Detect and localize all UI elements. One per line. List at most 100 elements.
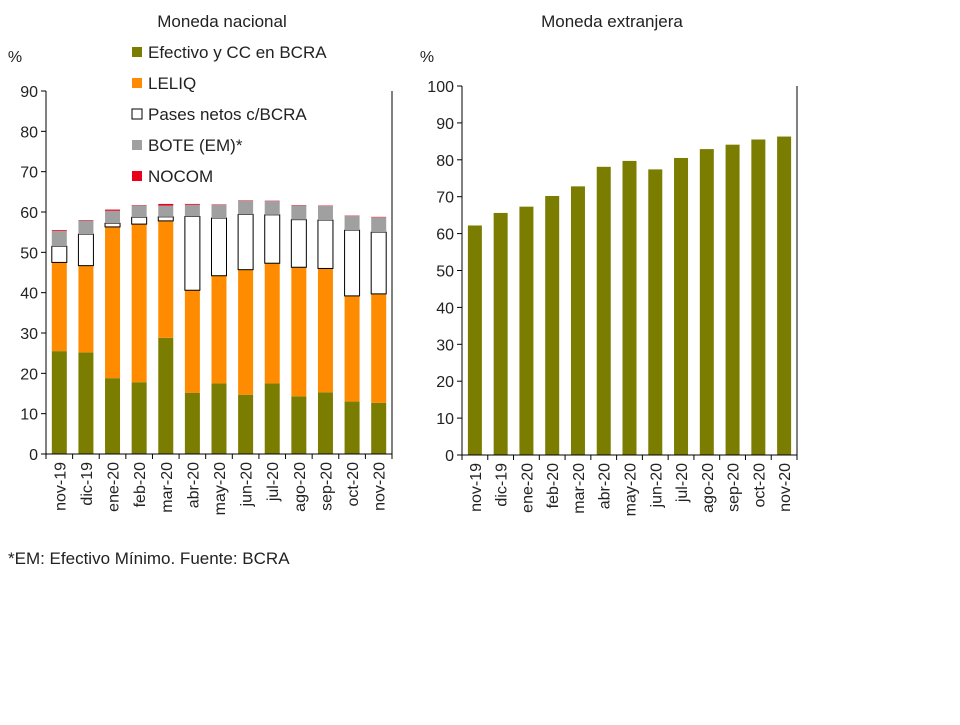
extranjera-x-tick-label: nov-19 [468,463,485,512]
extranjera-y-tick-label: 10 [436,411,454,428]
extranjera-x-tick-label: nov-20 [777,463,794,512]
legend-label-0: Efectivo y CC en BCRA [148,43,327,62]
extranjera-y-tick-label: 90 [436,116,454,133]
nacional-bar-ago-20-s3 [291,206,306,220]
nacional-bar-nov-19-s2 [52,246,67,262]
nacional-y-tick-label: 30 [20,326,38,343]
nacional-bar-jun-20-s0 [238,395,253,454]
extranjera-x-tick-label: ago-20 [700,463,717,513]
extranjera-bar-feb-20-s0 [545,196,559,455]
nacional-bar-ago-20-s2 [291,220,306,268]
extranjera-x-tick-label: abr-20 [597,463,614,509]
nacional-bar-nov-20-s2 [371,232,386,294]
nacional-bar-dic-19-s2 [78,234,93,265]
nacional-bar-ene-20-s1 [105,227,120,378]
nacional-x-tick-label: abr-20 [185,462,202,508]
nacional-bar-ene-20-s4 [105,210,120,211]
extranjera-bar-jun-20-s0 [648,169,662,455]
legend-swatch-2 [132,109,142,119]
nacional-bar-nov-19-s4 [52,230,67,231]
legend-label-4: NOCOM [148,167,213,186]
nacional-y-tick-label: 80 [20,124,38,141]
nacional-bar-mar-20-s3 [158,206,173,217]
nacional-bar-feb-20-s3 [132,206,147,218]
extranjera-y-tick-label: 20 [436,374,454,391]
extranjera-bar-sep-20-s0 [726,145,740,455]
extranjera-x-tick-label: jun-20 [648,463,665,509]
nacional-bar-sep-20-s3 [318,206,333,220]
nacional-bar-jul-20-s3 [265,201,280,215]
nacional-bar-feb-20-s1 [132,224,147,382]
nacional-bar-jul-20-s2 [265,215,280,263]
extranjera-y-tick-label: 30 [436,337,454,354]
extranjera-bar-nov-19-s0 [468,225,482,455]
nacional-bar-ene-20-s3 [105,211,120,224]
nacional-bar-nov-20-s0 [371,403,386,454]
legend-swatch-4 [132,171,142,181]
extranjera-bar-nov-20-s0 [777,137,791,455]
nacional-y-tick-label: 10 [20,407,38,424]
extranjera-y-tick-label: 80 [436,153,454,170]
nacional-bar-ago-20-s1 [291,267,306,396]
nacional-y-tick-label: 60 [20,205,38,222]
nacional-bar-ene-20-s0 [105,378,120,454]
nacional-y-tick-label: 70 [20,165,38,182]
nacional-y-unit-label: % [8,49,22,66]
extranjera-x-tick-label: oct-20 [751,463,768,508]
nacional-y-tick-label: 20 [20,366,38,383]
extranjera-x-tick-label: may-20 [623,463,640,516]
nacional-y-tick-label: 0 [29,447,38,464]
nacional-bar-dic-19-s3 [78,220,93,234]
nacional-bar-may-20-s3 [212,205,227,218]
extranjera-y-tick-label: 50 [436,264,454,281]
nacional-x-tick-label: oct-20 [345,462,362,507]
legend-label-1: LELIQ [148,74,196,93]
nacional-y-tick-label: 40 [20,286,38,303]
nacional-y-tick-label: 90 [20,84,38,101]
legend-swatch-0 [132,47,142,57]
extranjera-x-tick-label: mar-20 [571,463,588,514]
nacional-bar-feb-20-s0 [132,382,147,454]
nacional-x-tick-label: may-20 [212,462,229,515]
nacional-bar-jun-20-s1 [238,270,253,395]
nacional-bar-nov-19-s0 [52,351,67,454]
nacional-bar-may-20-s2 [212,218,227,276]
extranjera-x-tick-label: jul-20 [674,463,691,503]
nacional-bar-dic-19-s1 [78,266,93,353]
nacional-bar-mar-20-s2 [158,217,173,221]
nacional-x-tick-label: ago-20 [292,462,309,512]
nacional-bar-mar-20-s4 [158,204,173,206]
nacional-x-tick-label: dic-19 [79,462,96,506]
extranjera-y-unit-label: % [420,49,434,66]
nacional-bar-abr-20-s4 [185,204,200,205]
extranjera-chart-title: Moneda extranjera [541,12,683,31]
extranjera-bar-ene-20-s0 [519,207,533,455]
nacional-bar-dic-19-s0 [78,352,93,454]
nacional-bar-may-20-s0 [212,383,227,454]
extranjera-x-tick-label: sep-20 [726,463,743,512]
nacional-bar-sep-20-s2 [318,220,333,268]
nacional-bar-sep-20-s1 [318,268,333,392]
extranjera-y-tick-label: 100 [427,79,454,96]
nacional-x-tick-label: ene-20 [106,462,123,512]
nacional-bar-jun-20-s2 [238,214,253,269]
nacional-bar-jun-20-s3 [238,201,253,215]
nacional-bar-abr-20-s3 [185,205,200,217]
extranjera-bar-oct-20-s0 [751,140,765,455]
nacional-bar-feb-20-s2 [132,217,147,224]
nacional-bar-oct-20-s0 [345,402,360,454]
nacional-x-tick-label: jun-20 [239,462,256,508]
nacional-bar-may-20-s1 [212,276,227,384]
extranjera-bar-may-20-s0 [623,161,637,455]
extranjera-y-tick-label: 0 [445,448,454,465]
legend-swatch-3 [132,140,142,150]
extranjera-bar-jul-20-s0 [674,158,688,455]
nacional-bar-jul-20-s1 [265,263,280,383]
nacional-x-tick-label: feb-20 [132,462,149,507]
extranjera-bar-mar-20-s0 [571,186,585,455]
nacional-x-tick-label: mar-20 [159,462,176,513]
nacional-x-tick-label: nov-20 [372,462,389,511]
nacional-chart-title: Moneda nacional [157,12,286,31]
